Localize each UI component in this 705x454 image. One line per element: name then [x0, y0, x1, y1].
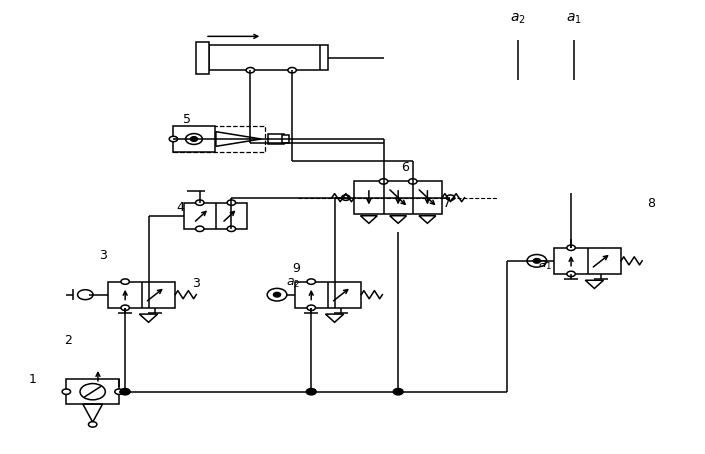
Circle shape: [393, 389, 403, 395]
Circle shape: [195, 226, 204, 232]
Circle shape: [185, 133, 202, 144]
Bar: [554, 248, 621, 274]
Circle shape: [267, 288, 287, 301]
Bar: [196, 42, 209, 74]
Circle shape: [527, 255, 546, 267]
Bar: [295, 281, 361, 308]
Text: 8: 8: [647, 197, 655, 210]
Text: 7: 7: [443, 197, 451, 210]
Bar: [268, 133, 283, 144]
Text: $a_2$: $a_2$: [510, 12, 525, 26]
Text: 6: 6: [401, 161, 409, 173]
Circle shape: [379, 179, 388, 184]
Circle shape: [80, 384, 105, 400]
Circle shape: [115, 389, 123, 395]
Circle shape: [88, 422, 97, 427]
Circle shape: [342, 195, 350, 200]
Circle shape: [227, 200, 235, 205]
Bar: [173, 126, 214, 152]
Bar: [184, 202, 247, 229]
Circle shape: [121, 389, 130, 395]
Text: 4: 4: [176, 201, 185, 214]
Circle shape: [274, 292, 281, 297]
Circle shape: [307, 389, 316, 395]
Circle shape: [121, 279, 130, 284]
Text: 3: 3: [192, 277, 200, 290]
Circle shape: [307, 305, 315, 311]
Circle shape: [567, 271, 575, 276]
Circle shape: [78, 290, 93, 300]
Text: 1: 1: [29, 373, 37, 385]
Circle shape: [307, 279, 315, 284]
Text: $a_2$: $a_2$: [286, 276, 300, 290]
Circle shape: [227, 226, 235, 232]
Circle shape: [169, 136, 178, 142]
Circle shape: [409, 179, 417, 184]
Circle shape: [195, 200, 204, 205]
Text: 9: 9: [293, 262, 300, 275]
Circle shape: [533, 259, 540, 263]
Bar: [281, 135, 288, 143]
Text: 5: 5: [183, 113, 192, 126]
Circle shape: [190, 137, 197, 141]
Bar: [209, 45, 328, 70]
Text: $a_1$: $a_1$: [539, 259, 553, 271]
Circle shape: [567, 245, 575, 251]
Circle shape: [446, 195, 455, 200]
Circle shape: [246, 68, 255, 73]
Circle shape: [288, 68, 296, 73]
Text: $a_1$: $a_1$: [566, 12, 582, 26]
Bar: [109, 281, 175, 308]
Bar: [66, 379, 119, 404]
Circle shape: [62, 389, 70, 395]
Bar: [354, 182, 442, 214]
Bar: [173, 126, 264, 152]
Circle shape: [121, 305, 130, 311]
Text: 2: 2: [64, 334, 72, 347]
Text: 3: 3: [99, 249, 107, 262]
